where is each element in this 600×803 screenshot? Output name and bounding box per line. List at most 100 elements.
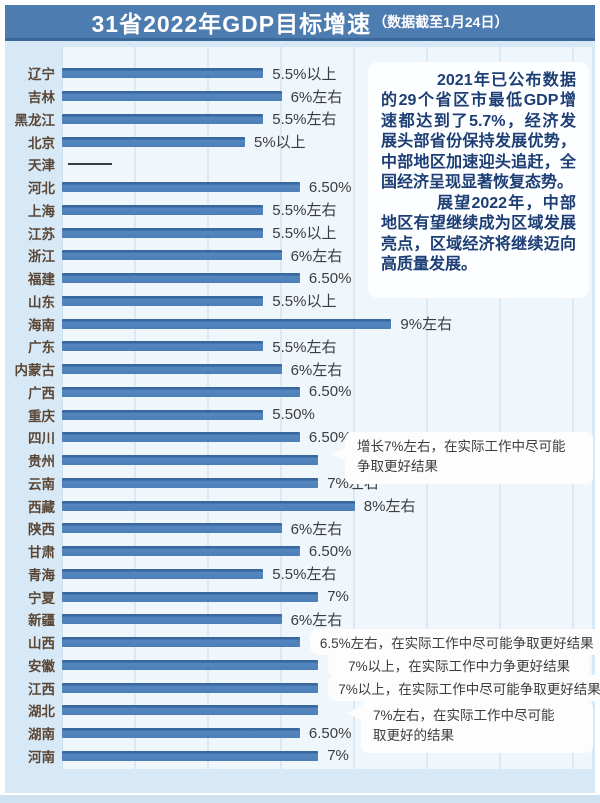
province-label: 北京 (28, 135, 55, 151)
target-value-label: 6.50% (308, 724, 352, 742)
summary-text-box: 2021年已公布数据的29个省区市最低GDP增速都达到了5.7%，经济发展头部省… (368, 62, 589, 298)
chart-row: 湖北 (5, 699, 595, 722)
province-label: 宁夏 (28, 590, 55, 606)
bar-track (62, 705, 595, 716)
chart-row: 北京 5%以上 (5, 130, 595, 153)
chart-row: 上海 5.5%左右 (5, 199, 595, 222)
chart-row: 吉林 6%左右 (5, 85, 595, 108)
bar-track: 6%左右 (62, 609, 595, 630)
gdp-target-bar (62, 568, 264, 579)
bar-track: 5.5%以上 (62, 290, 595, 311)
chart-row: 浙江 6%左右 (5, 244, 595, 267)
gdp-target-bar (62, 295, 264, 306)
chart-row: 青海 5.5%左右 (5, 563, 595, 586)
target-value-label: 5.5%左右 (272, 111, 337, 129)
province-label: 山东 (28, 294, 55, 310)
province-label: 内蒙古 (14, 363, 56, 379)
callout-pointer-icon (331, 447, 346, 461)
chart-row: 天津 (5, 153, 595, 176)
bar-track (62, 455, 595, 466)
bar-track: 5.5%以上 (62, 222, 595, 243)
chart-row: 四川 6.50% (5, 426, 595, 449)
target-value-label: 5%以上 (254, 134, 306, 152)
target-value-label: 7% (327, 747, 349, 765)
bar-track: 5.5%左右 (62, 336, 595, 357)
chart-row: 安徽 7%以上，在实际工作中力争更好结果 (5, 651, 595, 678)
province-label: 天津 (28, 158, 55, 174)
bar-track: 5.5%左右 (62, 199, 595, 220)
bar-track: 7% (62, 747, 595, 764)
target-value-label: 5.5%左右 (272, 202, 337, 220)
chart-row: 山东 5.5%以上 (5, 290, 595, 313)
gdp-target-bar (62, 341, 264, 352)
gdp-target-bar (62, 750, 319, 761)
gdp-target-bar (62, 705, 319, 716)
province-label: 辽宁 (28, 67, 55, 83)
target-value-label: 7% (327, 588, 349, 606)
province-label: 浙江 (28, 249, 55, 265)
chart-row: 贵州 (5, 449, 595, 472)
gdp-target-bar (62, 273, 300, 284)
target-value-label: 6%左右 (290, 611, 343, 629)
bar-track: 5%以上 (62, 131, 595, 152)
page-title: 31省2022年GDP目标增速 (91, 10, 372, 37)
target-value-label: 9%左右 (400, 316, 453, 334)
province-label: 贵州 (28, 454, 55, 470)
bar-track: 6%左右 (62, 359, 595, 380)
province-label: 甘肃 (28, 545, 55, 561)
target-value-label: 5.5%左右 (272, 338, 337, 356)
gdp-target-bar (62, 477, 319, 488)
callout-guizhou: 增长7%左右，在实际工作中尽可能 争取更好结果 (331, 432, 593, 484)
target-value-label: 6.50% (308, 542, 352, 560)
summary-paragraph-1: 2021年已公布数据的29个省区市最低GDP增速都达到了5.7%，经济发展头部省… (381, 72, 576, 192)
chart-row: 辽宁 5.5%以上 (5, 62, 595, 85)
target-value-label: 6%左右 (290, 247, 343, 265)
bar-track: 8%左右 (62, 495, 595, 516)
bar-track: 6.50% (62, 429, 595, 446)
target-value-label: 5.5%以上 (272, 65, 337, 83)
bar-track: 7%以上，在实际工作中尽可能争取更好结果 (62, 674, 600, 701)
chart-row: 甘肃 6.50% (5, 540, 595, 563)
province-label: 云南 (28, 476, 55, 492)
title-bar: 31省2022年GDP目标增速 （数据截至1月24日） (5, 5, 595, 41)
province-label: 海南 (28, 317, 55, 333)
bar-track: 6%左右 (62, 518, 595, 539)
gdp-target-bar (62, 637, 300, 648)
province-label: 四川 (28, 431, 55, 447)
province-label: 湖北 (28, 704, 55, 720)
gdp-target-bar (62, 728, 300, 739)
chart-row: 宁夏 7% (5, 585, 595, 608)
province-label: 黑龙江 (14, 112, 56, 128)
chart-rows: 辽宁 5.5%以上 吉林 6%左右 黑龙江 5.5%左右 北京 5%以上 天津 河北 6.50% 上海… (5, 62, 600, 767)
target-value-label: 6.50% (308, 428, 352, 446)
gdp-target-bar (62, 364, 282, 375)
province-label: 广西 (28, 385, 55, 401)
gdp-target-bar (62, 68, 264, 79)
bar-track: 6.5%左右，在实际工作中尽可能争取更好结果 (62, 629, 600, 656)
chart-row: 广西 6.50% (5, 381, 595, 404)
gdp-target-bar (62, 250, 282, 261)
gdp-target-bar (62, 682, 319, 693)
gdp-target-bar (62, 546, 300, 557)
callout-hubei-line2: 取更好的结果 (373, 728, 454, 744)
target-value-label: 6%左右 (290, 88, 343, 106)
callout-guizhou-line1: 增长7%左右，在实际工作中尽可能 (357, 439, 566, 454)
target-note-box: 6.5%左右，在实际工作中尽可能争取更好结果 (309, 629, 600, 656)
gdp-target-bar (62, 227, 264, 238)
page-title-note: （数据截至1月24日） (373, 13, 509, 30)
chart-row: 山西 6.5%左右，在实际工作中尽可能争取更好结果 (5, 629, 600, 656)
target-value-label: 5.5%以上 (272, 225, 337, 243)
province-label: 西藏 (28, 499, 55, 515)
bar-track: 5.5%左右 (62, 563, 595, 584)
target-value-label: 5.5%左右 (272, 566, 337, 584)
province-label: 河北 (28, 181, 55, 197)
gdp-target-bar (62, 432, 300, 443)
gdp-target-bar (62, 91, 282, 102)
chart-row: 重庆 5.50% (5, 403, 595, 426)
chart-row: 黑龙江 5.5%左右 (5, 108, 595, 131)
gdp-target-bar (62, 455, 319, 466)
province-label: 河南 (28, 749, 55, 765)
province-label: 新疆 (28, 613, 55, 629)
bar-track: 6.50% (62, 270, 595, 287)
target-value-label: 6.50% (308, 269, 352, 287)
